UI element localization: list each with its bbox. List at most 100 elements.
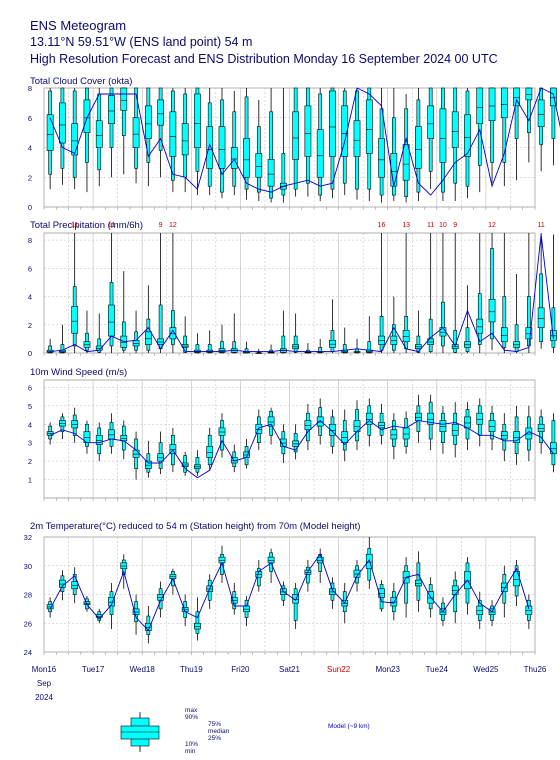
ens-box: [415, 310, 422, 353]
box-25-75: [144, 460, 152, 469]
y-tick-label: 30: [24, 562, 32, 571]
ens-box: [181, 451, 189, 476]
ens-box: [537, 409, 545, 454]
y-tick-label: 26: [24, 619, 32, 628]
ens-box: [206, 88, 214, 196]
box-25-75: [59, 102, 66, 144]
ens-box: [353, 400, 361, 451]
box-25-75: [157, 453, 164, 462]
box-25-75: [415, 412, 422, 421]
ens-box: [427, 233, 435, 353]
ens-box: [292, 87, 300, 197]
ens-box: [157, 233, 164, 353]
y-tick-label: 8: [28, 236, 32, 245]
ens-box: [451, 233, 459, 353]
box-10-90: [281, 153, 286, 196]
box-25-75: [550, 442, 557, 455]
box-25-75: [451, 585, 459, 595]
box-25-75: [71, 420, 79, 429]
box-25-75: [439, 108, 447, 163]
box-25-75: [108, 95, 115, 125]
ens-box: [71, 407, 79, 443]
ens-box: [439, 405, 447, 454]
y-tick-label: 6: [28, 114, 32, 123]
box-25-75: [181, 123, 189, 156]
ens-box: [218, 88, 226, 199]
ens-box: [169, 233, 177, 353]
box-25-75: [513, 571, 520, 587]
box-10-90: [342, 344, 347, 354]
meteogram-title: ENS Meteogram: [30, 18, 127, 33]
ens-box: [439, 233, 447, 353]
box-10-90: [232, 341, 237, 354]
box-10-90: [428, 318, 433, 352]
clipped-max-label: 9: [453, 222, 457, 229]
y-tick-label: 3: [28, 439, 32, 448]
location-line: 13.11°N 59.51°W (ENS land point) 54 m: [30, 35, 253, 49]
box-25-75: [71, 306, 79, 334]
box-25-75: [439, 420, 447, 432]
ens-box: [59, 87, 66, 185]
box-10-90: [281, 335, 286, 354]
box-25-75: [194, 93, 201, 148]
ens-box: [488, 87, 496, 184]
ens-box: [304, 87, 312, 197]
ens-box: [304, 403, 312, 451]
box-25-75: [390, 597, 398, 607]
legend-p90-label: 90%: [185, 714, 198, 721]
box-25-75: [525, 87, 533, 101]
box-25-75: [292, 594, 300, 604]
box-25-75: [402, 330, 410, 343]
box-25-75: [451, 111, 459, 148]
box-25-75: [157, 99, 164, 126]
x-day-label: Wed25: [473, 665, 499, 674]
box-25-75: [537, 423, 545, 432]
box-25-75: [500, 327, 508, 343]
ens-box: [46, 422, 54, 445]
hres-line: [49, 553, 530, 632]
box-25-75: [108, 304, 115, 337]
ens-box: [513, 405, 520, 465]
ens-box: [488, 405, 496, 451]
x-day-label: Thu19: [180, 665, 203, 674]
box-25-75: [255, 153, 263, 178]
box-25-75: [513, 87, 520, 107]
box-25-75: [329, 90, 336, 157]
ens-box: [206, 427, 214, 471]
ens-box: [71, 233, 79, 353]
box-25-75: [341, 431, 349, 443]
box-10-90: [207, 344, 212, 354]
box-10-90: [195, 611, 200, 634]
ens-box: [132, 310, 140, 353]
ens-box: [83, 420, 91, 454]
ens-box: [267, 407, 275, 445]
ens-box: [181, 594, 189, 627]
legend-max-label: max: [185, 707, 198, 714]
ens-box: [59, 324, 66, 354]
y-tick-label: 4: [28, 144, 32, 153]
ens-box: [59, 570, 66, 601]
panel-3: 1 2 3 4 5 6 10m Wind Speed (m/s): [28, 367, 557, 501]
panel-title: 2m Temperature(°C) reduced to 54 m (Stat…: [30, 521, 360, 532]
box-25-75: [488, 299, 496, 323]
ens-box: [230, 583, 238, 615]
box-10-90: [490, 248, 494, 340]
legend-box-25-75: [120, 725, 160, 740]
box-10-90: [48, 345, 52, 354]
clipped-max-label: 11: [537, 222, 544, 229]
ens-box: [292, 424, 300, 460]
ens-box: [500, 233, 508, 353]
box-10-90: [404, 565, 408, 604]
ens-box: [451, 402, 459, 458]
box-25-75: [451, 423, 459, 436]
ens-box: [279, 310, 287, 354]
box-25-75: [525, 605, 533, 615]
ens-box: [525, 594, 533, 629]
ens-box: [83, 310, 91, 353]
box-10-90: [293, 335, 298, 353]
box-25-75: [353, 569, 361, 578]
